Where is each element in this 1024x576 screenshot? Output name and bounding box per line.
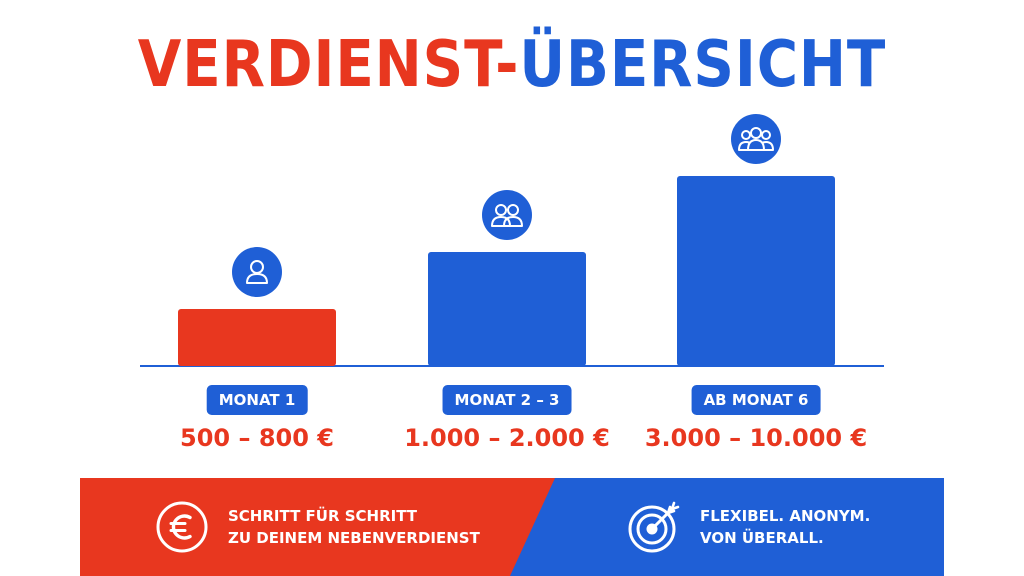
footer-right-item: FLEXIBEL. ANONYM. VON ÜBERALL. xyxy=(626,478,870,576)
footer-right-line1: FLEXIBEL. ANONYM. xyxy=(700,507,871,525)
title-part-red: VERDIENST- xyxy=(137,28,520,102)
footer-right-line2: VON ÜBERALL. xyxy=(700,529,824,547)
two-users-icon xyxy=(482,190,532,240)
category-label-3: AB MONAT 6 xyxy=(691,385,821,415)
title-part-blue: ÜBERSICHT xyxy=(519,28,887,102)
earnings-bar-chart xyxy=(140,114,884,367)
page-title: VERDIENST-ÜBERSICHT xyxy=(61,28,962,102)
value-label-1: 500 – 800 € xyxy=(180,424,334,452)
category-label-2: MONAT 2 – 3 xyxy=(442,385,572,415)
target-arrow-icon xyxy=(628,501,680,553)
single-user-icon xyxy=(232,247,282,297)
bar-1 xyxy=(178,309,336,366)
value-label-2: 1.000 – 2.000 € xyxy=(404,424,610,452)
euro-coin-icon xyxy=(156,501,208,553)
bar-3 xyxy=(677,176,835,366)
bar-2 xyxy=(428,252,586,366)
footer-left-item: SCHRITT FÜR SCHRITT ZU DEINEM NEBENVERDI… xyxy=(154,478,480,576)
category-label-1: MONAT 1 xyxy=(206,385,308,415)
footer-band: SCHRITT FÜR SCHRITT ZU DEINEM NEBENVERDI… xyxy=(80,478,944,576)
value-label-3: 3.000 – 10.000 € xyxy=(644,424,868,452)
footer-blue-section xyxy=(510,478,944,576)
footer-left-line1: SCHRITT FÜR SCHRITT xyxy=(228,507,418,525)
footer-left-line2: ZU DEINEM NEBENVERDIENST xyxy=(228,529,480,547)
group-users-icon xyxy=(731,114,781,164)
